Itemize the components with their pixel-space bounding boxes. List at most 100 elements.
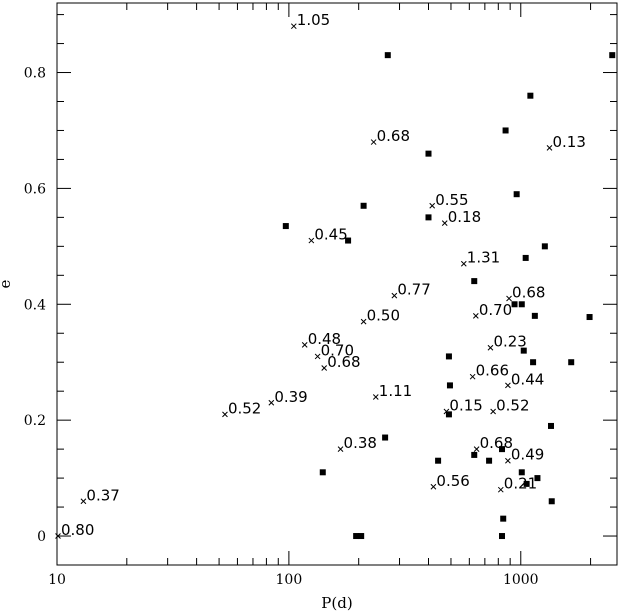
data-label: 0.68 [480, 434, 513, 452]
square-point [425, 150, 432, 157]
square-point [446, 382, 453, 389]
cross-series [55, 23, 553, 539]
y-tick-label: 0.4 [24, 297, 46, 313]
square-point [282, 223, 289, 230]
cross-point [314, 353, 321, 360]
data-label: 0.49 [511, 446, 544, 464]
data-label: 0.48 [308, 330, 341, 348]
square-point [586, 314, 593, 321]
cross-point [430, 483, 437, 490]
cross-point [80, 498, 87, 505]
data-label: 0.77 [397, 281, 430, 299]
x-tick-labels: 10 100 1000 [48, 572, 539, 588]
square-point [345, 237, 352, 244]
square-point [568, 359, 575, 366]
data-label: 0.13 [552, 133, 585, 151]
square-point [384, 52, 391, 59]
square-point [425, 214, 432, 221]
data-label: 0.52 [228, 399, 261, 417]
x-tick-label: 10 [48, 572, 66, 588]
cross-point [490, 408, 496, 415]
data-label: 0.52 [496, 396, 529, 414]
square-point [353, 533, 360, 540]
square-point [502, 127, 509, 134]
point-labels: 1.050.68 0.130.550.180.451.310.77 0.680.70… [61, 11, 586, 539]
cross-point [546, 144, 553, 151]
square-point [500, 515, 507, 522]
cross-point [290, 23, 297, 30]
x-tick-label: 1000 [503, 572, 539, 588]
data-label: 0.39 [274, 388, 307, 406]
square-point [471, 278, 478, 285]
y-tick-label: 0 [37, 529, 46, 545]
cross-point [505, 457, 511, 464]
cross-point [497, 486, 504, 493]
cross-point [472, 313, 479, 319]
y-tick-label: 0.8 [24, 66, 46, 82]
square-point [527, 92, 534, 99]
data-label: 0.56 [436, 472, 469, 490]
data-label: 0.70 [479, 301, 512, 319]
cross-point [222, 411, 228, 418]
cross-point [308, 237, 315, 244]
square-point [445, 353, 452, 360]
square-point [520, 347, 527, 354]
data-label: 0.44 [511, 370, 544, 388]
cross-point [321, 365, 328, 371]
data-label: 0.15 [449, 396, 482, 414]
square-point [471, 451, 478, 458]
cross-point [372, 394, 379, 400]
y-tick-label: 0.6 [24, 181, 46, 197]
cross-point [487, 344, 494, 351]
square-point [499, 533, 506, 540]
data-label: 0.80 [61, 521, 94, 539]
cross-point [506, 295, 512, 302]
square-point [522, 254, 529, 261]
axis-ticks [56, 3, 617, 566]
square-point [534, 475, 541, 482]
data-label: 0.50 [367, 307, 400, 325]
cross-point [55, 533, 61, 539]
data-label: 0.68 [512, 283, 545, 301]
square-point [486, 457, 493, 464]
square-point [541, 243, 548, 250]
square-point [382, 434, 389, 441]
square-point [360, 202, 367, 209]
cross-point [441, 220, 448, 227]
cross-point [337, 446, 344, 452]
data-label: 1.11 [379, 382, 412, 400]
square-point [547, 422, 554, 429]
cross-point [505, 382, 511, 389]
square-point [531, 312, 538, 319]
data-label: 0.55 [435, 191, 468, 209]
data-label: 0.68 [327, 353, 360, 371]
cross-point [360, 318, 367, 325]
square-point [319, 469, 326, 476]
square-point [499, 446, 506, 453]
square-point [548, 498, 555, 505]
data-label: 1.31 [467, 249, 500, 267]
y-axis-title: e [0, 279, 14, 288]
cross-point [469, 373, 476, 380]
data-label: 0.23 [493, 333, 526, 351]
x-axis-title: P(d) [321, 594, 352, 612]
data-label: 0.45 [314, 226, 347, 244]
data-label: 1.05 [297, 11, 330, 29]
square-point [518, 469, 525, 476]
plot-frame [56, 2, 618, 566]
cross-point [429, 202, 436, 209]
y-tick-label: 0.2 [24, 413, 46, 429]
data-label: 0.66 [476, 362, 509, 380]
cross-point [391, 292, 398, 299]
data-label: 0.21 [504, 475, 537, 493]
cross-point [301, 341, 308, 348]
data-label: 0.38 [344, 434, 377, 452]
data-label: 0.18 [448, 208, 481, 226]
square-point [513, 191, 520, 198]
cross-point [460, 260, 467, 267]
cross-point [370, 139, 377, 145]
square-point [530, 359, 537, 366]
square-point [518, 301, 525, 308]
square-point [445, 411, 452, 418]
